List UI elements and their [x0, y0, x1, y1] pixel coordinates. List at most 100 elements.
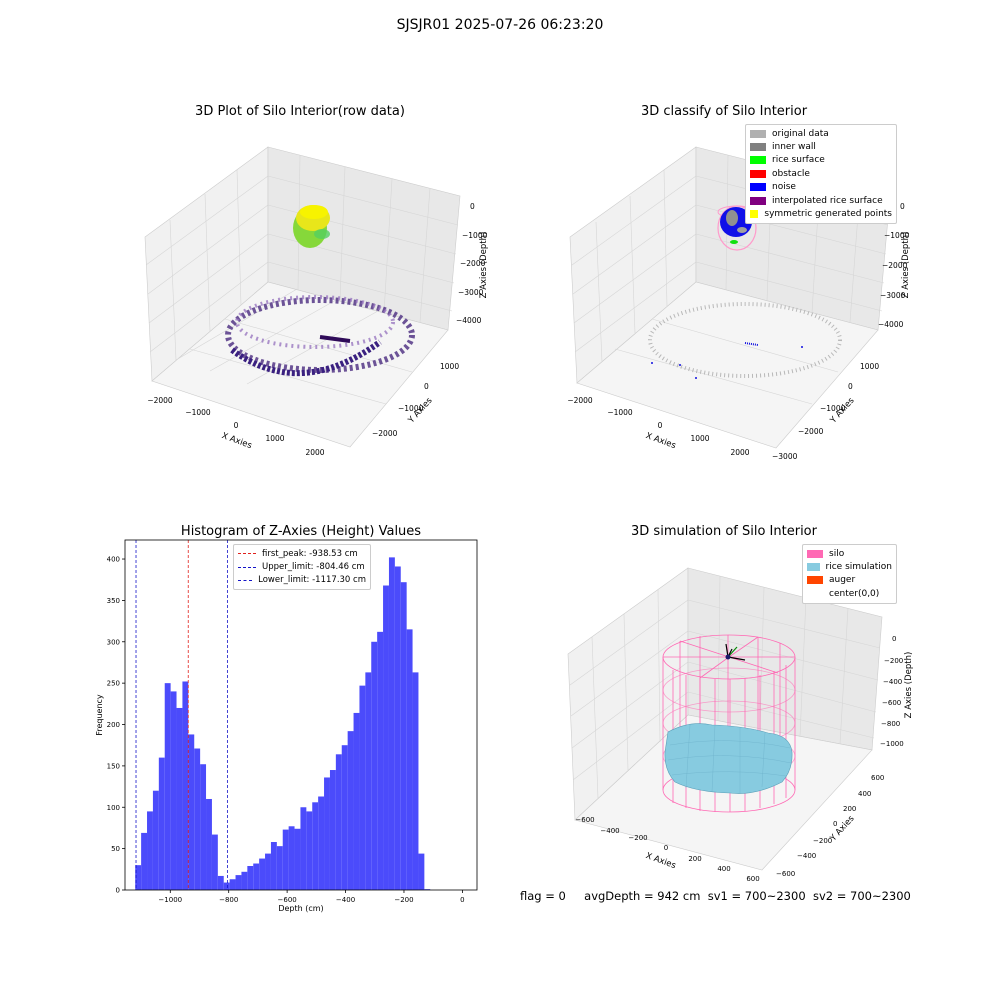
histogram-bar: [294, 828, 301, 890]
p4-ztick: 0: [892, 635, 896, 643]
footer-sv1: sv1 = 700~2300: [707, 889, 806, 903]
p1-ytick: −1000: [398, 404, 424, 413]
histogram-bar: [306, 811, 313, 890]
legend-swatch: [807, 563, 820, 572]
histogram-bar: [276, 846, 283, 890]
histogram-bar: [176, 707, 183, 890]
histogram-bar: [188, 734, 195, 890]
p1-xtick: 2000: [305, 448, 324, 457]
histogram-bar: [300, 807, 307, 890]
p4-ztick: −400: [883, 678, 902, 686]
p2-zlabel: Z Axies (Depth): [901, 232, 911, 299]
p4-ztick: −200: [884, 657, 903, 665]
p1-xtick: −1000: [185, 408, 211, 417]
p4-ytick: 400: [858, 790, 871, 798]
histogram-bar: [359, 685, 366, 890]
p1-ztick: −3000: [458, 288, 484, 297]
hist-ytick-label: 0: [116, 887, 120, 895]
p2-xtick: 1000: [690, 434, 709, 443]
legend-label: obstacle: [772, 168, 810, 179]
p4-ytick: 0: [833, 820, 837, 828]
histogram-bar: [371, 641, 378, 890]
histogram-bar: [347, 731, 354, 890]
histogram-bar: [377, 631, 384, 890]
p4-xtick: −400: [600, 827, 619, 835]
p4-ytick: 200: [843, 805, 856, 813]
p2-xtick: 0: [658, 421, 663, 430]
histogram-bar: [412, 672, 419, 890]
legend-label: rice surface: [772, 155, 825, 166]
histogram-bar: [164, 683, 171, 890]
p2-ytick: −2000: [798, 427, 824, 436]
histogram-legend: first_peak: -938.53 cm Upper_limit: -804…: [233, 544, 371, 591]
histogram-bar: [158, 757, 165, 890]
legend-swatch: [807, 589, 823, 598]
p2-ytick: −1000: [820, 404, 846, 413]
hist-ytick-label: 150: [107, 762, 120, 770]
p2-ztick: 0: [900, 202, 905, 211]
legend-item: inner wall: [750, 140, 892, 153]
histogram-bar: [259, 858, 266, 890]
hist-ytick-label: 200: [107, 721, 120, 729]
histogram-bar: [424, 889, 431, 890]
legend-label: rice simulation: [825, 562, 892, 573]
legend-item: symmetric generated points: [750, 207, 892, 220]
p4-ytick: −600: [776, 870, 795, 878]
legend-item: interpolated rice surface: [750, 194, 892, 207]
p2-ztick: −4000: [878, 320, 904, 329]
p2-ytick: −3000: [772, 452, 798, 461]
histogram-bar: [341, 745, 348, 890]
footer-sv2: sv2 = 700~2300: [812, 889, 911, 903]
p2-xtick: −2000: [567, 396, 593, 405]
histogram-bar: [324, 777, 330, 890]
p2-xtick: 2000: [730, 448, 749, 457]
p4-ztick: −800: [881, 720, 900, 728]
hist-xtick-label: −600: [278, 896, 297, 904]
p1-ztick: 0: [470, 202, 475, 211]
figure-title: SJSJR01 2025-07-26 06:23:20: [396, 17, 604, 33]
legend-item: Upper_limit: -804.46 cm: [238, 560, 366, 573]
p4-ylabel: Y Axies: [828, 813, 857, 844]
legend-item: obstacle: [750, 167, 892, 180]
hist-ytick-label: 400: [107, 556, 120, 564]
panel1-title: 3D Plot of Silo Interior(row data): [195, 104, 405, 119]
panel2-3d-plot: −2000 −1000 0 1000 2000 1000 0 −1000 −20…: [567, 146, 911, 461]
p2-ztick: −1000: [884, 231, 910, 240]
panel1-3d-plot: −2000 −1000 0 1000 2000 1000 0 −1000 −20…: [144, 146, 489, 457]
legend-swatch: [807, 549, 823, 558]
histogram-bar: [229, 879, 236, 890]
panel3-title: Histogram of Z-Axies (Height) Values: [180, 524, 422, 539]
hist-xtick-label: −1000: [158, 896, 182, 904]
p1-ytick: −2000: [372, 429, 398, 438]
p2-xtick: −1000: [607, 408, 633, 417]
hist-xlabel: Depth (cm): [278, 904, 323, 913]
hist-xtick-label: −200: [394, 896, 413, 904]
histogram-bar: [270, 842, 277, 890]
legend-swatch: [750, 169, 766, 178]
legend-label: auger: [829, 575, 856, 586]
legend-line: [238, 566, 256, 568]
histogram-bar: [365, 672, 372, 890]
hist-ytick-label: 50: [111, 845, 120, 853]
legend-label: symmetric generated points: [764, 209, 892, 220]
legend-label: Upper_limit: -804.46 cm: [262, 562, 365, 573]
legend-label: Lower_limit: -1117.30 cm: [258, 575, 366, 586]
legend-label: center(0,0): [829, 588, 880, 599]
panel4-legend: silo rice simulation auger center(0,0): [802, 544, 897, 604]
legend-swatch: [750, 143, 766, 152]
histogram-bar: [388, 557, 395, 890]
histogram-bar: [152, 790, 159, 890]
p2-ytick: 1000: [860, 362, 879, 371]
legend-label: inner wall: [772, 142, 816, 153]
p2-ytick: 0: [848, 382, 853, 391]
histogram-bar: [217, 875, 224, 890]
legend-swatch: [750, 210, 759, 219]
legend-label: noise: [772, 182, 796, 193]
p4-xtick: −600: [575, 816, 594, 824]
footer-avg-depth: avgDepth = 942 cm: [584, 889, 701, 903]
histogram-bar: [406, 629, 413, 890]
p4-xtick: 0: [664, 844, 668, 852]
p4-ytick: 600: [871, 774, 884, 782]
histogram-bar: [206, 798, 212, 890]
p4-ztick: −600: [882, 699, 901, 707]
